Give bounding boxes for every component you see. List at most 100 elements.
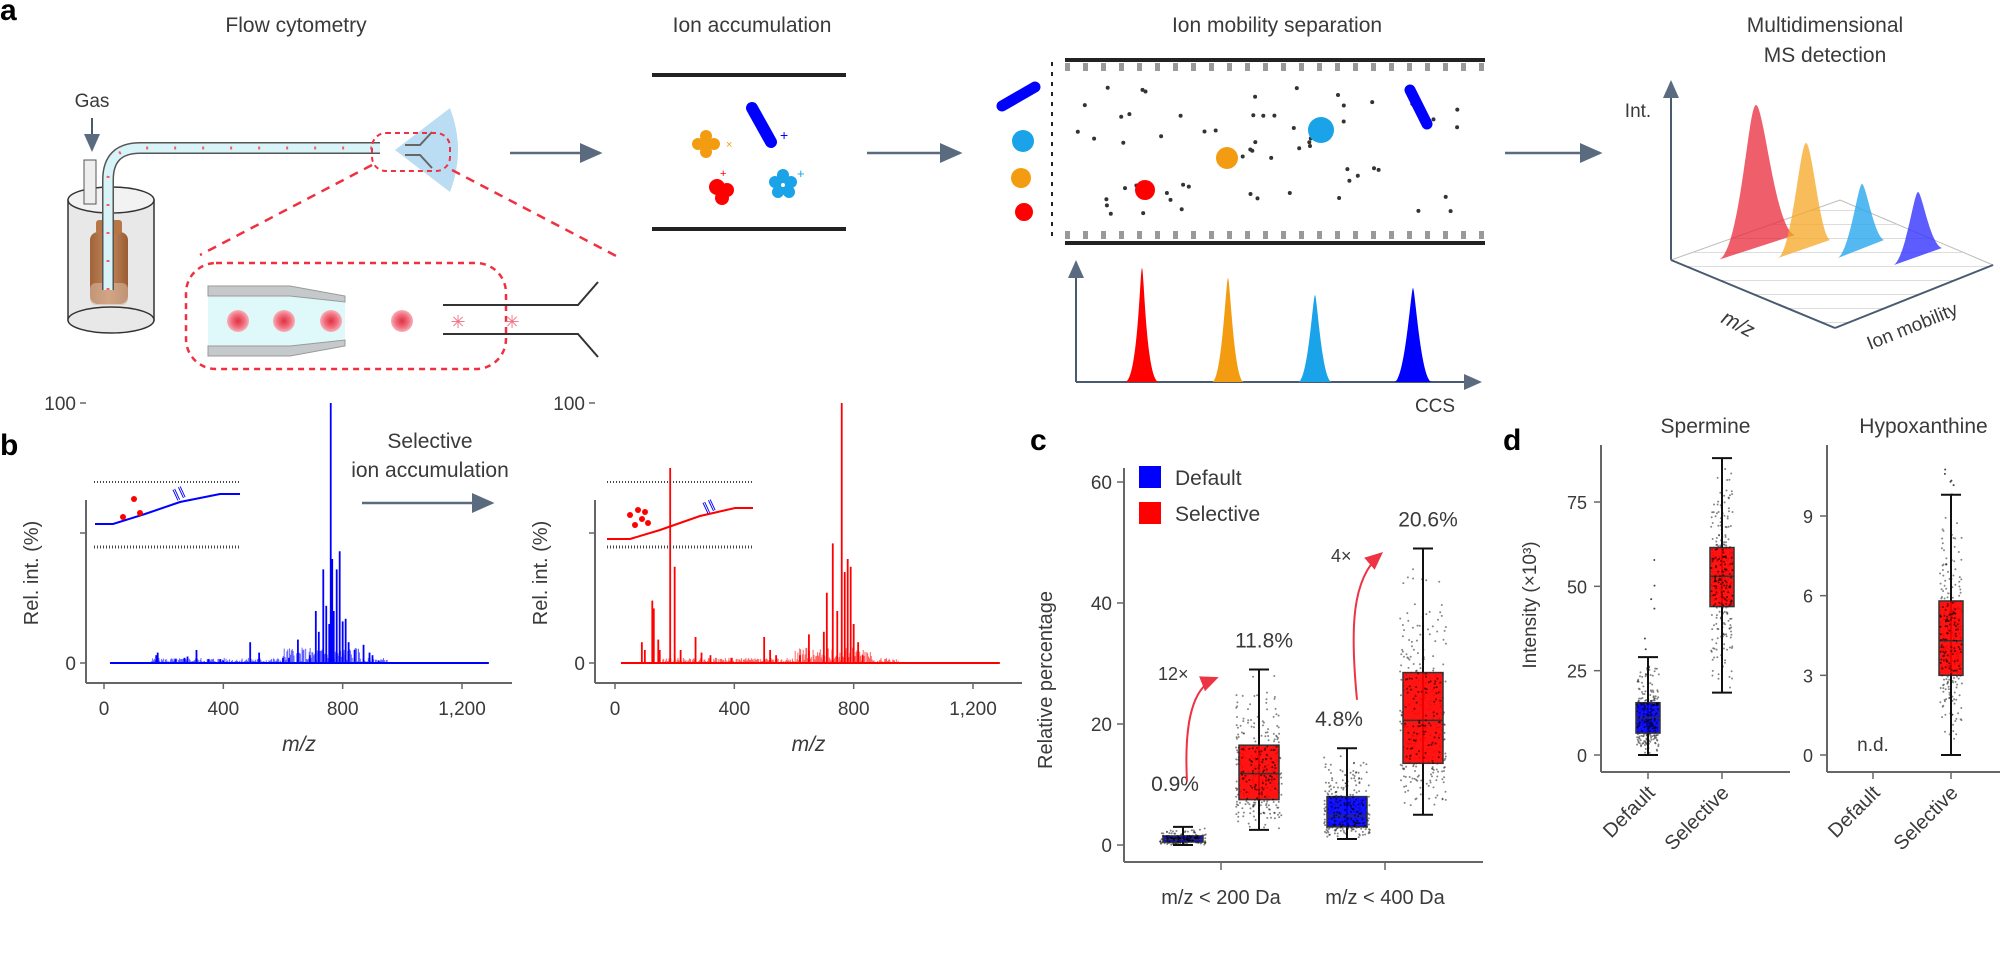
data-point [1725, 489, 1728, 492]
data-point [1239, 801, 1241, 804]
data-point [1351, 796, 1354, 799]
data-point [1236, 701, 1239, 704]
data-point [1237, 820, 1240, 823]
stage-title-flow-cytometry: Flow cytometry [225, 14, 367, 37]
data-point [1237, 815, 1240, 818]
data-point [1413, 731, 1416, 734]
gas-molecule [1141, 211, 1146, 216]
data-point [1159, 842, 1162, 845]
data-point [1265, 758, 1267, 761]
data-point [1431, 775, 1433, 778]
data-point [1656, 689, 1659, 692]
data-point [1939, 661, 1942, 664]
data-point [1949, 618, 1952, 621]
data-point [1946, 615, 1949, 618]
data-point [1327, 828, 1330, 830]
data-point [1247, 721, 1249, 724]
data-point [1715, 597, 1718, 600]
data-point [1267, 779, 1270, 782]
data-point [1950, 616, 1953, 619]
data-point [1354, 779, 1357, 782]
data-point [1363, 824, 1366, 827]
y-tick-label: 100 [44, 394, 76, 415]
data-point [1333, 816, 1336, 819]
inset-selective-trap: ∥∥ [607, 481, 753, 549]
gas-molecule [1251, 113, 1256, 118]
data-point [1642, 685, 1645, 688]
data-point [1941, 569, 1944, 571]
data-point [1404, 791, 1407, 793]
data-point [1409, 688, 1412, 691]
data-point [1342, 786, 1345, 789]
data-point [1415, 753, 1418, 756]
data-point [1400, 664, 1403, 667]
data-point [1403, 629, 1406, 632]
data-point [1254, 788, 1257, 791]
data-point [1261, 758, 1264, 761]
data-point [1248, 779, 1251, 781]
data-point [1942, 687, 1945, 690]
data-point [1947, 570, 1949, 573]
data-point [1728, 646, 1731, 649]
data-point [1952, 730, 1955, 733]
data-point [1724, 659, 1727, 662]
box-value-label: 11.8% [1235, 630, 1293, 653]
data-point [1344, 797, 1347, 800]
data-point [1715, 614, 1718, 617]
data-point [1417, 690, 1420, 693]
data-point [1342, 829, 1345, 832]
y-tick-label: 50 [1567, 577, 1587, 597]
data-point [1416, 779, 1419, 782]
data-point [1269, 782, 1272, 784]
data-point [1241, 777, 1244, 780]
data-point [1726, 596, 1728, 598]
ion-blue-drifting-icon [1404, 84, 1433, 130]
mz-axis-label-3d: m/z [1718, 306, 1759, 342]
data-point [1955, 698, 1958, 701]
data-point [1712, 511, 1715, 514]
data-point [1177, 836, 1180, 839]
data-point [1956, 659, 1959, 662]
data-point [1177, 838, 1180, 841]
data-point [1273, 697, 1276, 700]
data-point [1338, 812, 1341, 815]
fold-change-arrow-icon [1185, 676, 1219, 782]
data-point [1334, 823, 1337, 826]
data-point [1730, 617, 1733, 620]
data-point [1273, 811, 1276, 814]
data-point [1431, 767, 1434, 770]
data-point [1639, 697, 1642, 700]
gas-molecule [1253, 94, 1258, 99]
data-point [1400, 713, 1403, 716]
data-point [1433, 686, 1436, 689]
data-point [1948, 662, 1951, 665]
data-point [1266, 745, 1269, 748]
data-point [1714, 577, 1717, 579]
y-tick-label: 0 [65, 654, 76, 675]
y-tick-label: 0 [1803, 746, 1813, 766]
data-point [1638, 711, 1641, 714]
data-point [1444, 626, 1447, 628]
box [1402, 671, 1444, 765]
chart-title: Hypoxanthine [1859, 415, 1987, 438]
data-point [1365, 763, 1368, 766]
gas-molecule [1431, 117, 1436, 122]
data-point [1236, 705, 1239, 708]
data-point [1432, 669, 1435, 672]
data-point [1261, 786, 1264, 789]
data-point [1198, 828, 1201, 831]
y-axis-label: Relative percentage [1035, 591, 1057, 769]
data-point [1264, 731, 1267, 734]
gas-molecule [1121, 140, 1126, 145]
data-point [1712, 557, 1715, 560]
data-point [1428, 722, 1431, 725]
data-point [1333, 786, 1335, 789]
data-point [1721, 593, 1724, 596]
data-point [1960, 643, 1963, 646]
data-point [1940, 644, 1943, 647]
data-point [1958, 580, 1961, 583]
data-point [1269, 775, 1272, 777]
data-point [1649, 714, 1652, 717]
data-point [1946, 632, 1949, 635]
data-point [1235, 746, 1238, 749]
